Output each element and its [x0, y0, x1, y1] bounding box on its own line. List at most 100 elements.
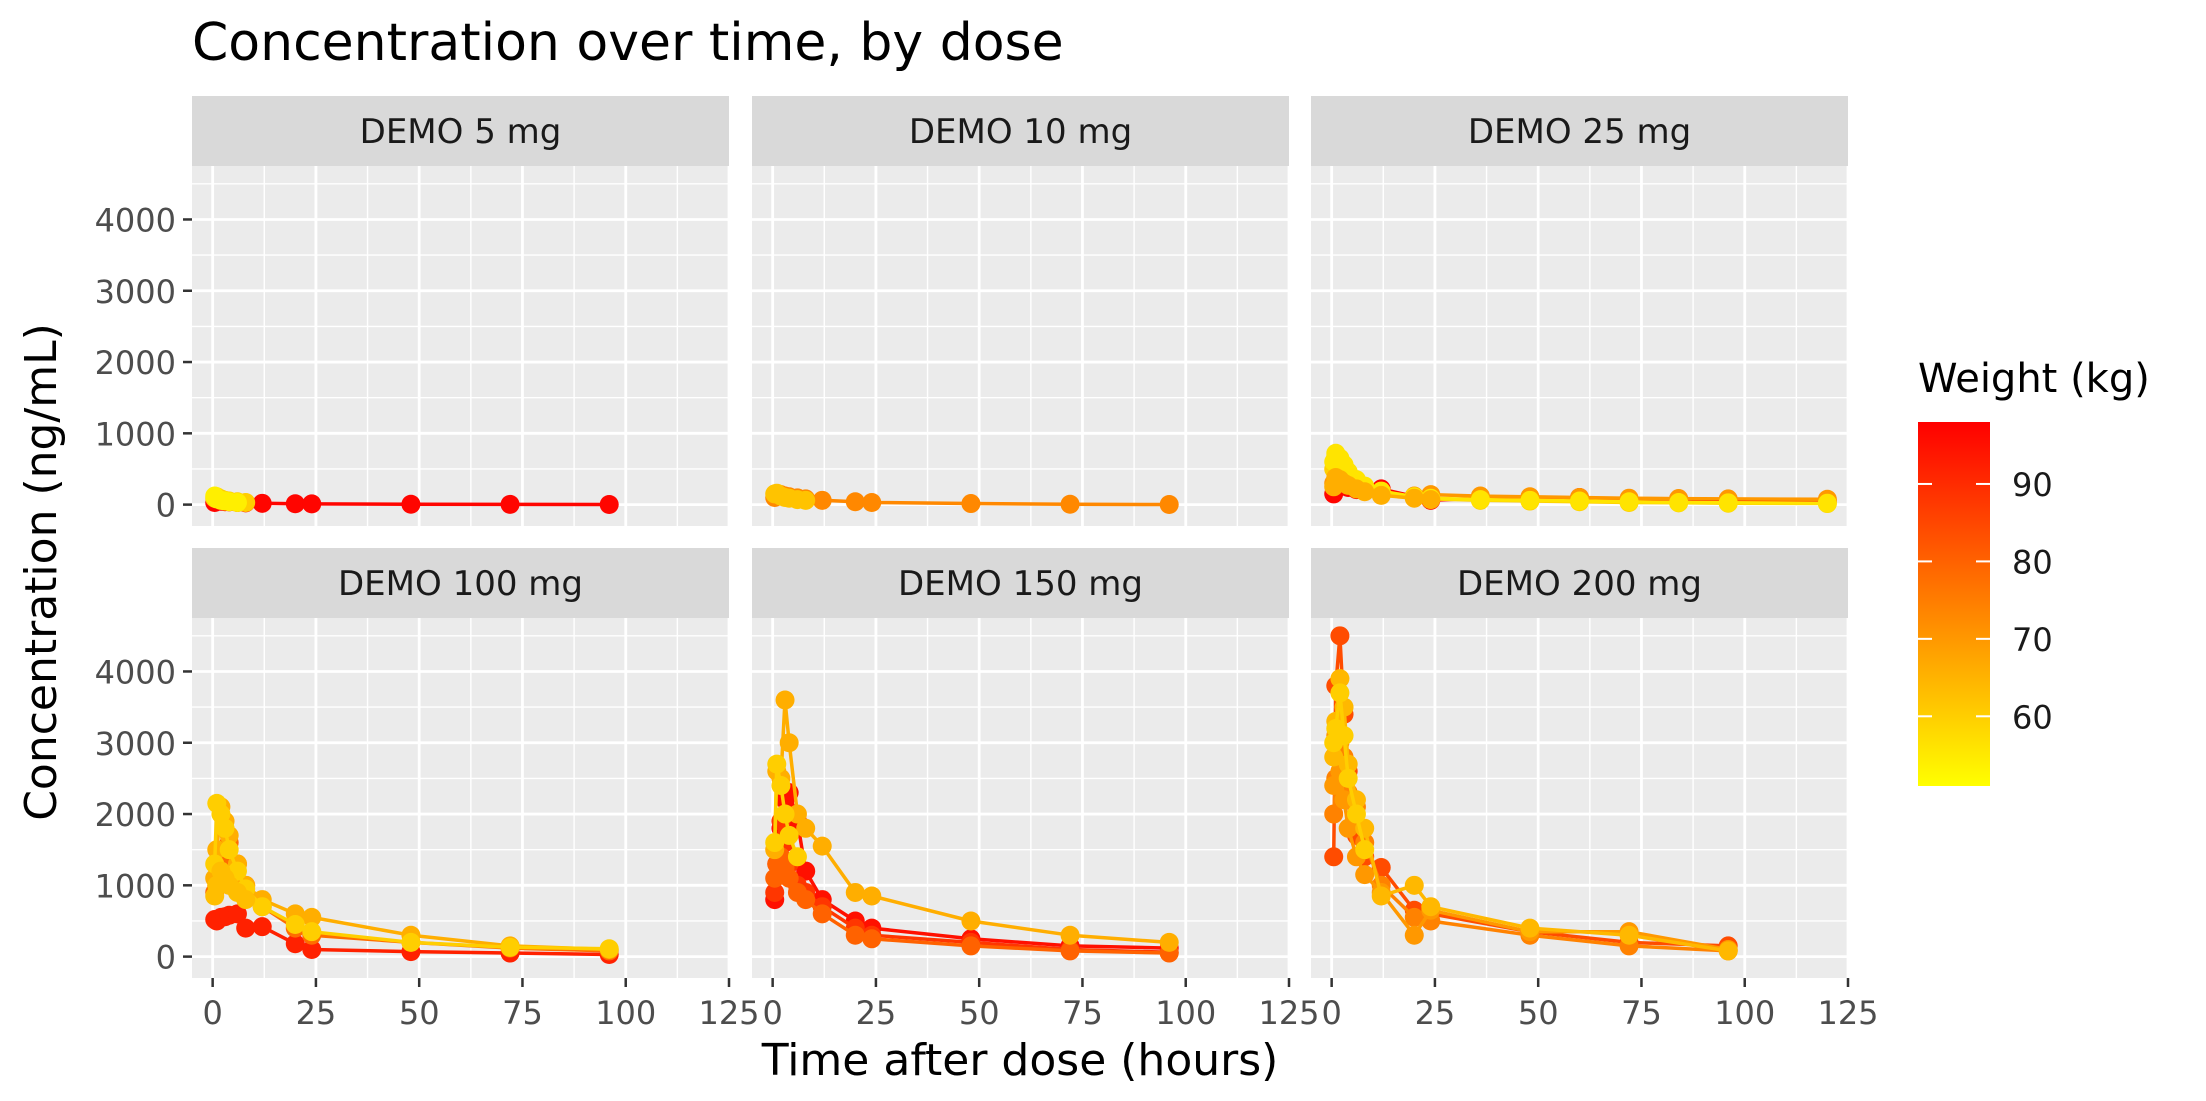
facet-panel: DEMO 100 mg 0 1000 2000 3000 4000 0 25 50 75 100 12…	[95, 548, 760, 1032]
data-point	[1159, 494, 1179, 514]
data-point	[1334, 726, 1354, 746]
plot-background	[1311, 166, 1848, 526]
y-tick-label: 2000	[95, 796, 176, 834]
facet-strip-label: DEMO 150 mg	[898, 564, 1143, 604]
data-point	[1669, 492, 1689, 512]
chart-title: Concentration over time, by dose	[192, 13, 1064, 73]
plot-background	[752, 166, 1289, 526]
facet-strip	[192, 548, 729, 618]
data-point	[862, 492, 882, 512]
x-tick-label: 50	[1518, 994, 1559, 1032]
color-legend: Weight (kg) 60 70 80 90	[1918, 356, 2150, 786]
data-point	[1338, 768, 1358, 788]
x-tick-label: 0	[762, 994, 782, 1032]
legend-tick-label: 90	[2012, 466, 2053, 504]
data-point	[302, 494, 322, 514]
data-point	[285, 494, 305, 514]
data-point	[1338, 818, 1358, 838]
data-point	[1371, 886, 1391, 906]
data-point	[236, 918, 256, 938]
data-point	[1570, 491, 1589, 511]
data-point	[500, 937, 520, 957]
y-tick-label: 3000	[95, 725, 176, 763]
data-point	[961, 911, 981, 931]
facet-strip-label: DEMO 100 mg	[338, 564, 583, 604]
data-point	[285, 915, 305, 935]
x-tick-label: 100	[1714, 994, 1775, 1032]
data-point	[796, 818, 816, 838]
facet-panel: DEMO 150 mg 0 25 50 75 100 125	[752, 548, 1320, 1032]
data-point	[771, 776, 791, 796]
facet-strip-label: DEMO 25 mg	[1468, 112, 1691, 152]
plot-background	[192, 166, 729, 526]
data-point	[845, 492, 865, 512]
data-point	[252, 493, 272, 513]
data-point	[961, 494, 981, 514]
data-point	[767, 754, 787, 774]
data-point	[285, 934, 305, 954]
data-point	[787, 847, 807, 867]
data-point	[812, 836, 832, 856]
data-point	[862, 886, 882, 906]
data-point	[302, 907, 322, 927]
data-point	[236, 890, 256, 910]
series	[1324, 468, 1441, 510]
data-point	[796, 490, 816, 510]
series	[205, 904, 619, 964]
facet-panel: DEMO 25 mg	[1311, 96, 1850, 526]
data-point	[1355, 482, 1375, 502]
data-point	[219, 840, 239, 860]
data-point	[1060, 941, 1080, 961]
data-point	[302, 939, 322, 959]
data-point	[1404, 925, 1424, 945]
data-point	[1404, 875, 1424, 895]
series	[765, 483, 816, 510]
data-point	[401, 932, 421, 952]
data-point	[812, 490, 832, 510]
data-point	[1718, 493, 1738, 513]
x-tick-label: 100	[1155, 994, 1216, 1032]
y-tick-label: 4000	[95, 653, 176, 691]
data-point	[779, 868, 799, 888]
data-point	[1470, 490, 1490, 510]
y-tick-label: 0	[156, 939, 176, 977]
x-tick-label: 50	[399, 994, 440, 1032]
data-point	[1355, 840, 1375, 860]
data-point	[252, 917, 272, 937]
data-point	[215, 818, 235, 838]
legend-colorbar	[1918, 422, 1990, 786]
y-axis-label: Concentration (ng/mL)	[16, 323, 67, 821]
legend-tick-label: 60	[2012, 698, 2053, 736]
data-point	[227, 492, 247, 512]
x-tick-label: 25	[296, 994, 337, 1032]
x-tick-label: 75	[1621, 994, 1662, 1032]
facet-panel: DEMO 5 mg 0 1000 2000 3000 4000	[95, 96, 731, 526]
data-point	[599, 939, 619, 959]
data-point	[1324, 847, 1344, 867]
data-point	[961, 936, 981, 956]
facet-strip	[192, 96, 729, 166]
data-point	[401, 494, 421, 514]
data-point	[500, 494, 520, 514]
data-point	[1619, 492, 1639, 512]
facet-strip-label: DEMO 10 mg	[909, 112, 1132, 152]
data-point	[211, 804, 231, 824]
data-point	[1324, 804, 1344, 824]
data-point	[1355, 865, 1375, 885]
x-tick-label: 75	[1062, 994, 1103, 1032]
data-point	[1324, 747, 1344, 767]
facet-panel: DEMO 10 mg	[752, 96, 1291, 526]
y-tick-label: 2000	[95, 344, 176, 382]
data-point	[779, 733, 799, 753]
data-point	[1159, 932, 1179, 952]
data-point	[1619, 925, 1639, 945]
data-point	[1404, 488, 1424, 508]
data-point	[775, 804, 795, 824]
series	[205, 486, 247, 512]
data-point	[796, 861, 816, 881]
facet-strip	[1311, 96, 1848, 166]
facet-panel: DEMO 200 mg 0 25 50 75 100 125	[1311, 548, 1879, 1032]
y-tick-label: 3000	[95, 273, 176, 311]
